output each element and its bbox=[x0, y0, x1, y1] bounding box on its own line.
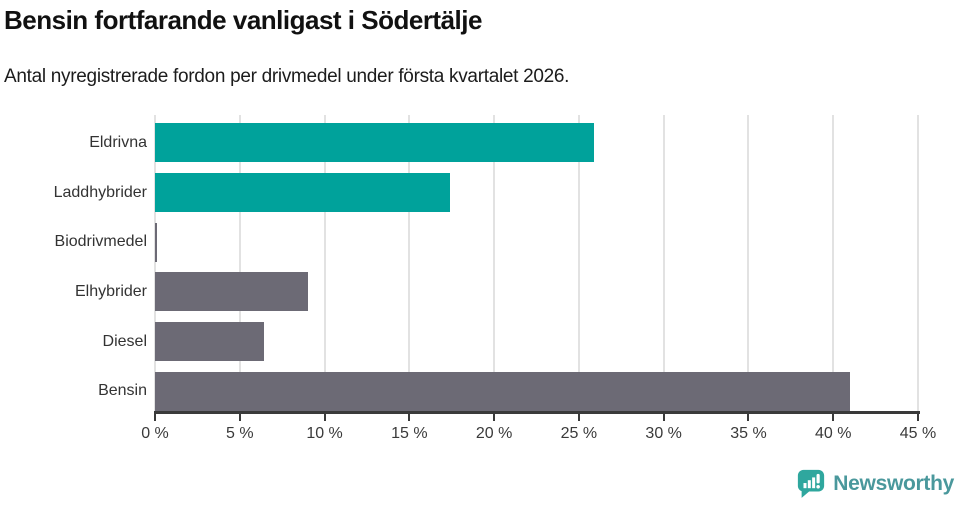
axis-tick bbox=[747, 411, 750, 421]
axis-tick bbox=[662, 411, 665, 421]
gridline bbox=[577, 115, 580, 413]
tick-label: 45 % bbox=[899, 425, 937, 442]
newsworthy-label: Newsworthy bbox=[833, 471, 954, 495]
gridline bbox=[662, 115, 665, 413]
category-label: Bensin bbox=[98, 382, 147, 400]
bar-eldrivna bbox=[155, 123, 595, 163]
tick-label: 30 % bbox=[645, 425, 682, 442]
tick-label: 35 % bbox=[730, 425, 767, 442]
axis-tick bbox=[154, 411, 156, 421]
gridline bbox=[154, 115, 156, 413]
axis-tick bbox=[238, 411, 241, 421]
x-axis-line bbox=[155, 411, 920, 414]
chart-subtitle: Antal nyregistrerade fordon per drivmede… bbox=[4, 66, 570, 87]
gridline bbox=[493, 115, 496, 413]
tick-label: 0 % bbox=[141, 425, 169, 442]
tick-label: 40 % bbox=[814, 425, 852, 442]
newsworthy-logo: Newsworthy bbox=[796, 468, 954, 499]
axis-tick bbox=[493, 411, 496, 421]
gridline bbox=[917, 115, 919, 413]
tick-label: 5 % bbox=[225, 425, 254, 442]
gridline bbox=[408, 115, 411, 413]
category-label: Diesel bbox=[102, 332, 147, 350]
gridline bbox=[747, 115, 750, 413]
bar-laddhybrider bbox=[155, 173, 451, 212]
gridline bbox=[832, 115, 835, 413]
tick-label: 20 % bbox=[475, 425, 513, 442]
category-label: Laddhybrider bbox=[53, 183, 147, 201]
tick-label: 10 % bbox=[306, 425, 343, 442]
axis-tick bbox=[408, 411, 411, 421]
bar-diesel bbox=[155, 322, 264, 361]
category-label: Elhybrider bbox=[74, 282, 147, 300]
axis-tick bbox=[917, 411, 919, 421]
axis-tick bbox=[832, 411, 835, 421]
gridline bbox=[323, 115, 326, 413]
chart-title: Bensin fortfarande vanligast i Södertälj… bbox=[4, 5, 482, 35]
axis-tick bbox=[577, 411, 580, 421]
category-label: Biodrivmedel bbox=[54, 233, 147, 251]
bar-biodrivmedel bbox=[155, 222, 157, 262]
bar-elhybrider bbox=[155, 272, 308, 312]
plot-area bbox=[154, 115, 919, 413]
category-label: Eldrivna bbox=[89, 133, 147, 151]
bar-bensin bbox=[155, 371, 851, 411]
gridline bbox=[238, 115, 241, 413]
newsworthy-icon bbox=[798, 469, 825, 498]
tick-label: 15 % bbox=[391, 425, 428, 442]
tick-label: 25 % bbox=[560, 425, 598, 442]
axis-tick bbox=[323, 411, 326, 421]
